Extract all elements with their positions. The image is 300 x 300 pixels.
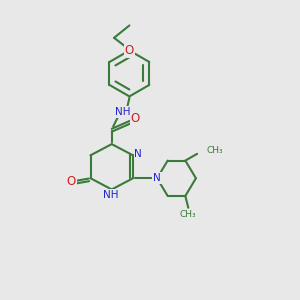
Text: NH: NH xyxy=(103,190,118,200)
Text: O: O xyxy=(67,175,76,188)
Text: N: N xyxy=(134,149,142,159)
Text: CH₃: CH₃ xyxy=(207,146,224,155)
Text: O: O xyxy=(125,44,134,57)
Text: O: O xyxy=(131,112,140,125)
Text: N: N xyxy=(153,173,161,183)
Text: NH: NH xyxy=(115,107,131,117)
Text: CH₃: CH₃ xyxy=(180,210,196,219)
